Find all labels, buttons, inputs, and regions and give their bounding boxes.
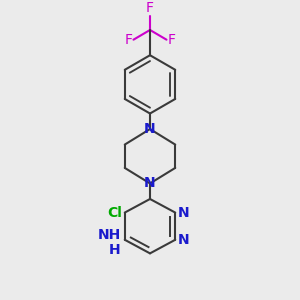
Text: N: N	[178, 233, 190, 247]
Text: N: N	[144, 176, 156, 190]
Text: NH: NH	[98, 228, 121, 242]
Text: H: H	[109, 244, 121, 257]
Text: F: F	[167, 33, 175, 47]
Text: Cl: Cl	[107, 206, 122, 220]
Text: F: F	[124, 33, 133, 47]
Text: N: N	[144, 122, 156, 136]
Text: N: N	[178, 206, 190, 220]
Text: F: F	[146, 2, 154, 15]
